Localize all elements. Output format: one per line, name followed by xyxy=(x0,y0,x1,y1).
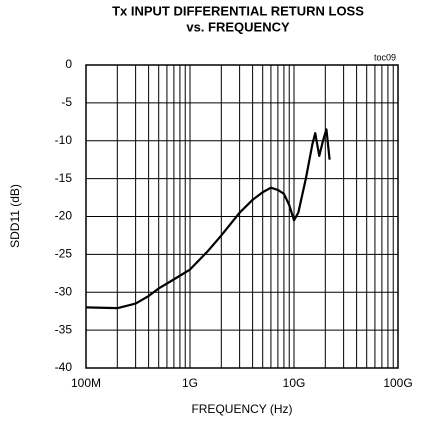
x-tick-label: 100G xyxy=(383,376,412,390)
y-tick-label: -40 xyxy=(55,360,73,374)
chart-title: Tx INPUT DIFFERENTIAL RETURN LOSS xyxy=(112,3,364,18)
y-tick-label: -35 xyxy=(55,322,73,336)
y-tick-label: 0 xyxy=(65,57,72,71)
x-axis-label: FREQUENCY (Hz) xyxy=(191,402,292,416)
y-tick-label: -10 xyxy=(55,133,73,147)
y-tick-label: -20 xyxy=(55,209,73,223)
annotation: toc09 xyxy=(374,52,396,62)
y-axis-label: SDD11 (dB) xyxy=(8,184,22,248)
x-tick-label: 100M xyxy=(71,376,101,390)
plot-frame xyxy=(85,64,399,369)
y-tick-label: -5 xyxy=(61,95,72,109)
x-tick-label: 10G xyxy=(283,376,306,390)
y-tick-label: -30 xyxy=(55,284,73,298)
y-tick-label: -25 xyxy=(55,247,73,261)
data-line xyxy=(85,128,331,310)
x-tick-label: 1G xyxy=(182,376,198,390)
y-tick-label: -15 xyxy=(55,171,73,185)
chart-subtitle: vs. FREQUENCY xyxy=(186,19,290,34)
